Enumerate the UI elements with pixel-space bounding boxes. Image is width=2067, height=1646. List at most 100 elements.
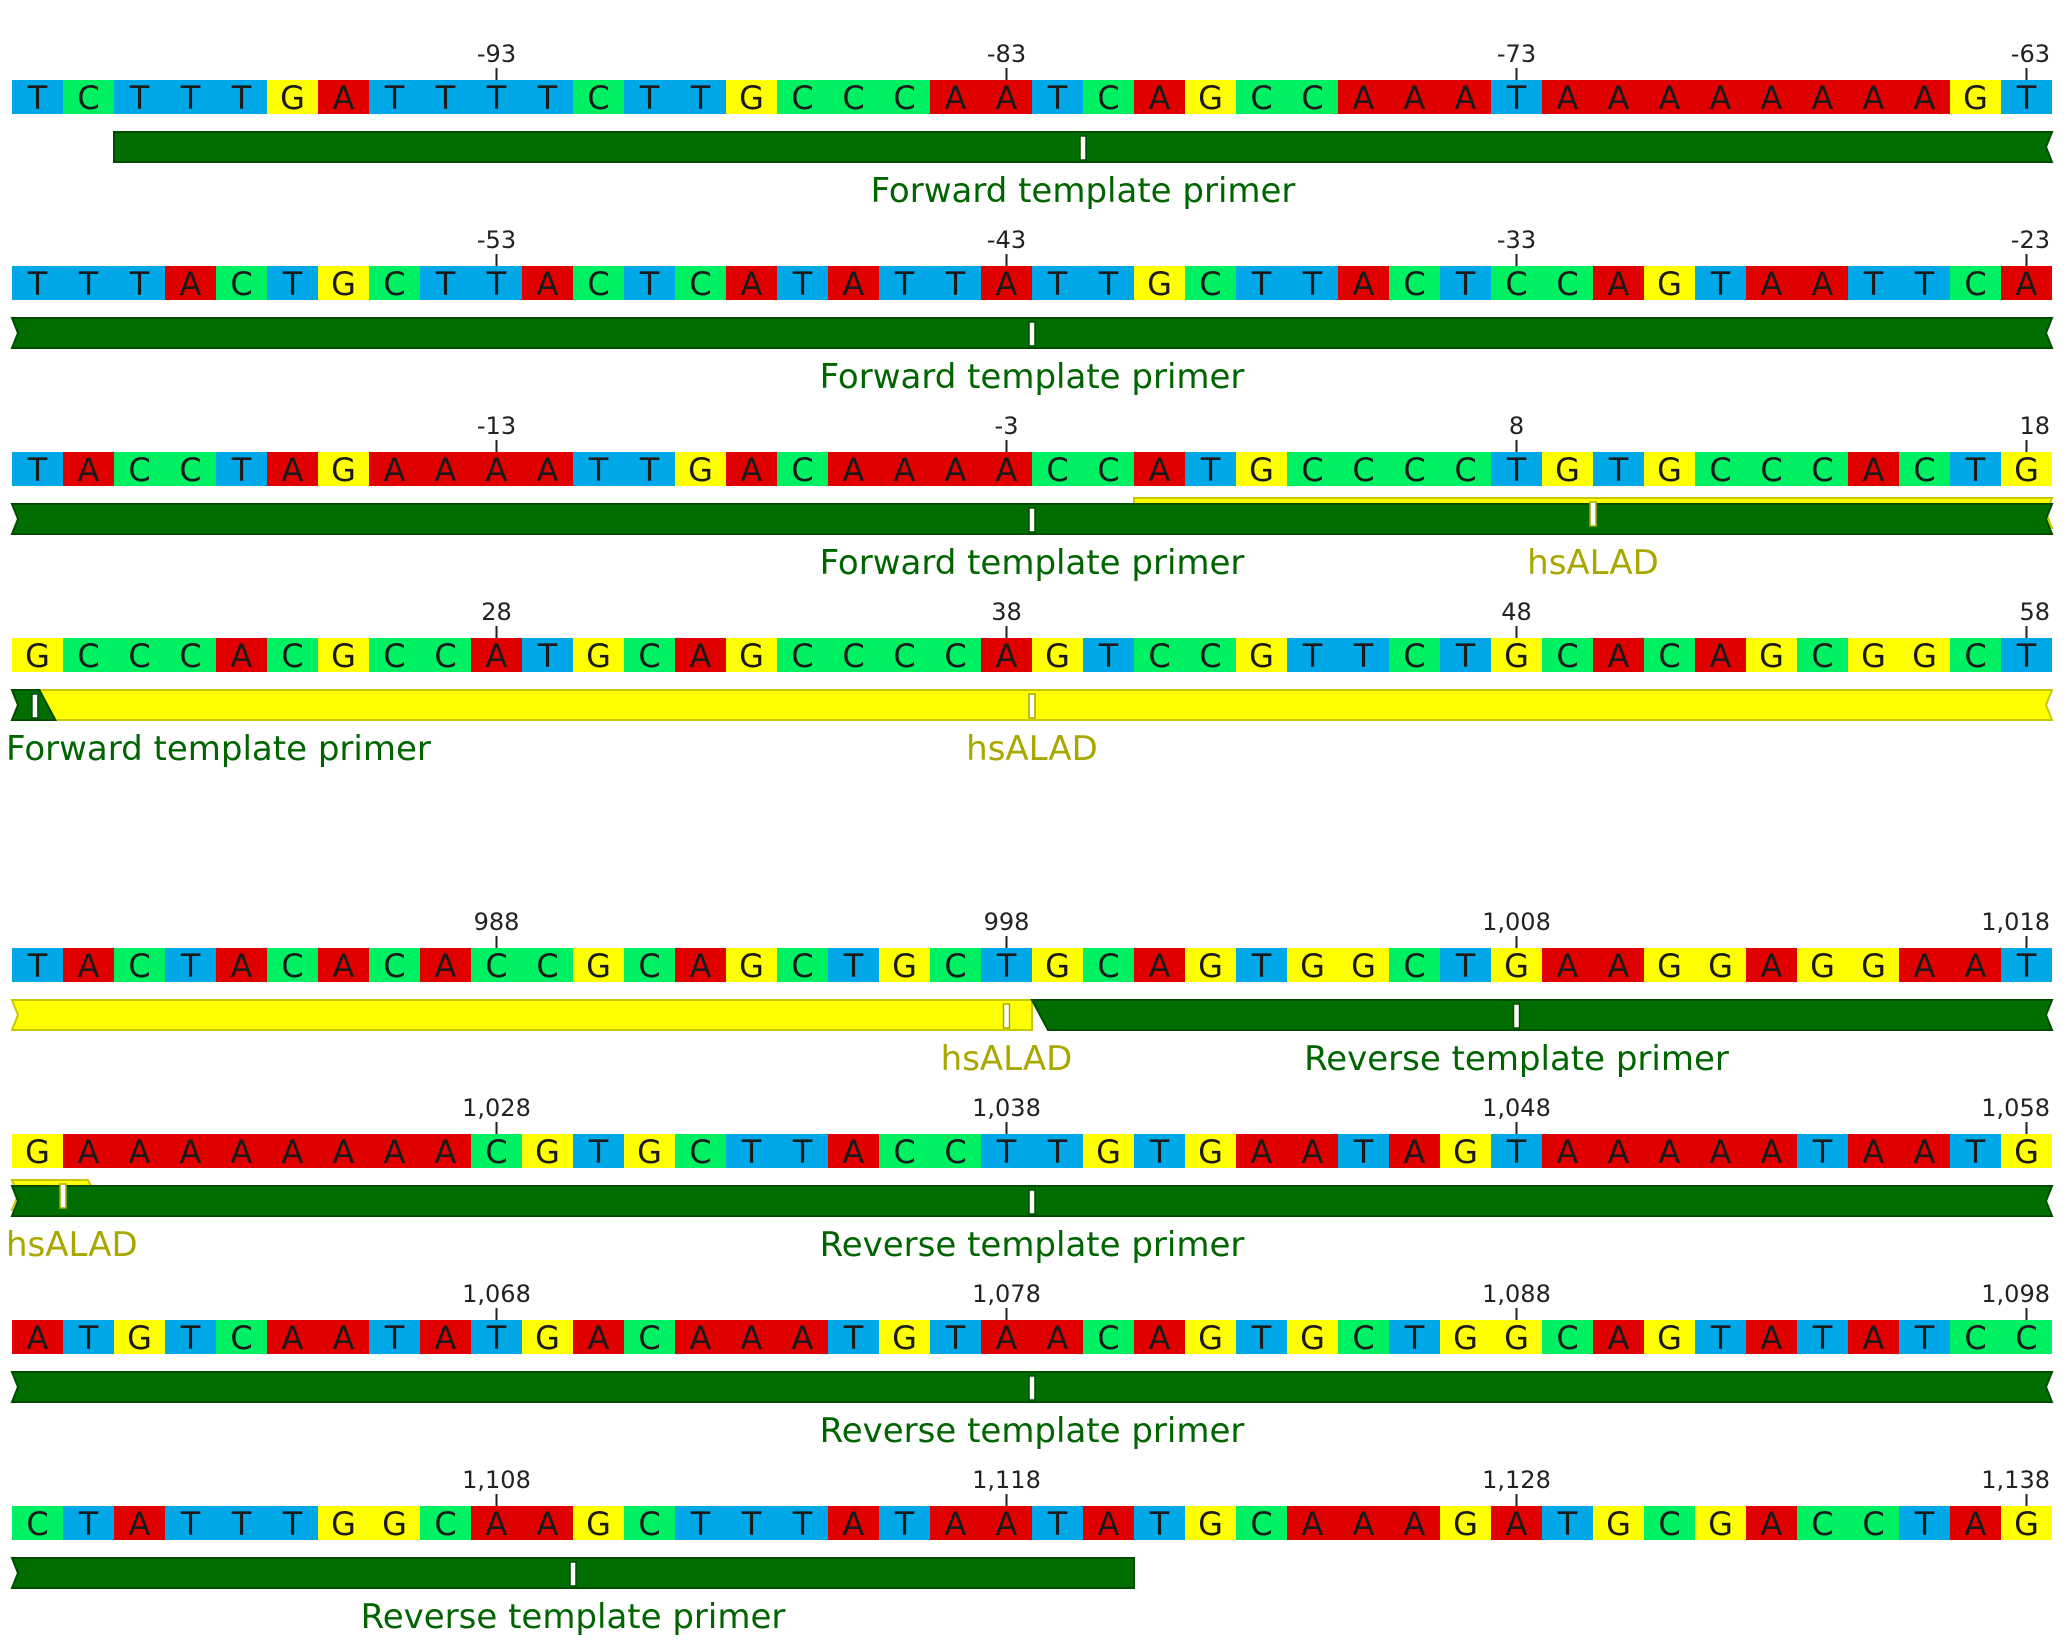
base-cell	[726, 638, 777, 672]
base-cell	[675, 638, 726, 672]
position-label: -3	[995, 412, 1019, 440]
base-cell	[2001, 1506, 2052, 1540]
base-letter: T	[843, 1319, 864, 1357]
base-letter: C	[281, 947, 303, 985]
base-letter: C	[128, 451, 150, 489]
base-letter: T	[1098, 637, 1119, 675]
base-letter: T	[639, 79, 660, 117]
base-letter: A	[486, 637, 508, 675]
base-cell	[471, 80, 522, 114]
base-cell	[1797, 80, 1848, 114]
base-letter: C	[1403, 265, 1425, 303]
base-cell	[624, 638, 675, 672]
base-cell	[216, 1320, 267, 1354]
base-cell	[1644, 1506, 1695, 1540]
base-letter: C	[485, 947, 507, 985]
base-letter: A	[1149, 79, 1171, 117]
base-cell	[114, 1320, 165, 1354]
base-letter: C	[791, 451, 813, 489]
base-letter: T	[78, 1505, 99, 1543]
base-letter: T	[129, 79, 150, 117]
base-letter: G	[1861, 947, 1886, 985]
base-letter: G	[1198, 947, 1223, 985]
base-cell	[1797, 948, 1848, 982]
base-letter: T	[384, 1319, 405, 1357]
base-cell	[624, 266, 675, 300]
base-letter: C	[1658, 1505, 1680, 1543]
base-letter: A	[1557, 947, 1579, 985]
base-cell	[1695, 1506, 1746, 1540]
base-letter: T	[1353, 1133, 1374, 1171]
base-letter: C	[230, 265, 252, 303]
base-cell	[1899, 1134, 1950, 1168]
base-letter: C	[230, 1319, 252, 1357]
base-cell	[1032, 948, 1083, 982]
base-letter: G	[892, 947, 917, 985]
base-letter: C	[1811, 637, 1833, 675]
base-cell	[1134, 1506, 1185, 1540]
base-cell	[1389, 452, 1440, 486]
forward-primer-label: Forward template primer	[820, 543, 1245, 583]
base-cell	[165, 1506, 216, 1540]
base-cell	[1083, 266, 1134, 300]
base-letter: G	[739, 947, 764, 985]
base-cell	[1134, 266, 1185, 300]
base-letter: A	[435, 1319, 457, 1357]
base-letter: G	[2014, 1133, 2039, 1171]
base-cell	[828, 638, 879, 672]
base-cell	[1083, 452, 1134, 486]
base-letter: C	[434, 637, 456, 675]
base-cell	[828, 1506, 879, 1540]
base-letter: G	[1198, 1133, 1223, 1171]
base-cell	[1542, 1320, 1593, 1354]
base-cell	[777, 266, 828, 300]
base-letter: T	[384, 79, 405, 117]
base-letter: T	[27, 79, 48, 117]
base-letter: A	[1149, 947, 1171, 985]
base-cell	[63, 638, 114, 672]
base-cell	[879, 1320, 930, 1354]
base-letter: A	[843, 1133, 865, 1171]
base-letter: A	[27, 1319, 49, 1357]
base-letter: A	[996, 451, 1018, 489]
base-letter: G	[1198, 1319, 1223, 1357]
base-letter: C	[383, 637, 405, 675]
base-letter: G	[2014, 451, 2039, 489]
base-letter: T	[741, 1505, 762, 1543]
base-cell	[318, 1506, 369, 1540]
base-cell	[1491, 266, 1542, 300]
base-cell	[1899, 452, 1950, 486]
base-letter: T	[690, 79, 711, 117]
base-cell	[1848, 1320, 1899, 1354]
base-letter: C	[893, 79, 915, 117]
base-letter: G	[1657, 265, 1682, 303]
base-cell	[1389, 948, 1440, 982]
base-cell	[1950, 638, 2001, 672]
base-letter: T	[1047, 1133, 1068, 1171]
base-cell	[1287, 1320, 1338, 1354]
base-cell	[1746, 1134, 1797, 1168]
base-cell	[369, 638, 420, 672]
base-letter: T	[1608, 451, 1629, 489]
base-letter: G	[1759, 637, 1784, 675]
base-cell	[879, 638, 930, 672]
base-cell	[12, 452, 63, 486]
base-letter: A	[1353, 265, 1375, 303]
base-letter: T	[996, 1133, 1017, 1171]
base-letter: A	[1914, 79, 1936, 117]
base-letter: G	[1708, 1505, 1733, 1543]
base-cell	[777, 80, 828, 114]
base-letter: A	[1608, 947, 1630, 985]
base-cell	[165, 948, 216, 982]
base-letter: C	[1964, 265, 1986, 303]
base-cell	[1236, 80, 1287, 114]
base-letter: C	[689, 1133, 711, 1171]
base-cell	[573, 452, 624, 486]
base-cell	[1338, 1134, 1389, 1168]
position-label: 58	[2019, 598, 2050, 626]
reverse-primer-label: Reverse template primer	[820, 1225, 1245, 1265]
base-cell	[1338, 266, 1389, 300]
base-cell	[777, 1506, 828, 1540]
base-cell	[1695, 1134, 1746, 1168]
base-cell	[1032, 1506, 1083, 1540]
